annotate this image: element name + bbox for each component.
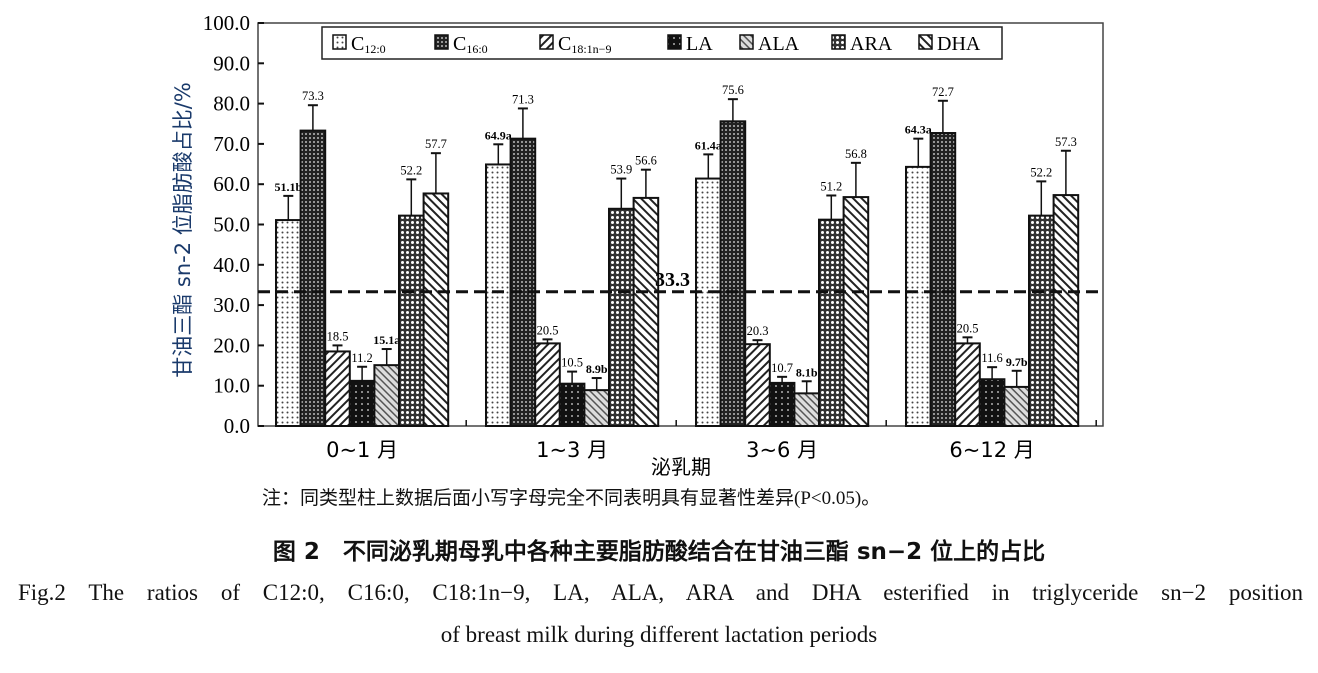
x-axis-label: 泌乳期 [651, 455, 711, 479]
x-tick-label: 0~1 月 [326, 438, 398, 462]
data-label: 10.5 [561, 356, 583, 370]
legend-label: LA [686, 33, 713, 55]
data-label: 71.3 [512, 92, 534, 106]
legend-label: C16:0 [453, 33, 488, 56]
y-tick-label: 100.0 [203, 11, 250, 35]
bar-ala [583, 389, 611, 427]
bar-ala [1003, 385, 1031, 427]
legend-swatch [539, 34, 554, 50]
figure-caption-en-line2: of breast milk during different lactatio… [440, 622, 878, 647]
bar-c181n9 [534, 342, 561, 428]
figure-caption-en-line1: Fig.2 The ratios of C12:0, C16:0, C18:1n… [18, 580, 1303, 605]
data-label: 64.3a [905, 123, 932, 137]
data-label: 53.9 [610, 163, 632, 177]
y-tick-label: 50.0 [213, 213, 250, 237]
data-label: 61.4a [695, 138, 722, 152]
bar-ara [398, 214, 425, 427]
legend-label: C18:1n−9 [558, 33, 611, 56]
y-tick-label: 40.0 [213, 253, 250, 277]
data-label: 73.3 [302, 89, 324, 103]
data-label: 52.2 [400, 163, 422, 177]
legend-label: ALA [758, 33, 800, 55]
data-label: 15.1a [373, 333, 400, 347]
data-label: 9.7b [1006, 355, 1028, 369]
x-tick-label: 3~6 月 [746, 438, 818, 462]
bar-dha [422, 192, 450, 427]
legend-swatch [667, 34, 682, 50]
bar-c181n9 [324, 350, 351, 428]
data-label: 57.7 [425, 137, 447, 151]
y-tick-label: 60.0 [213, 172, 250, 196]
y-tick-label: 10.0 [213, 374, 250, 398]
bar-ara [1028, 214, 1055, 427]
y-tick-label: 20.0 [213, 333, 250, 357]
bar-la [768, 381, 796, 427]
y-tick-label: 0.0 [224, 414, 250, 438]
figure-caption-cn: 图 2 不同泌乳期母乳中各种主要脂肪酸结合在甘油三酯 sn−2 位上的占比 [272, 539, 1046, 565]
data-label: 51.1b [274, 180, 302, 194]
bar-c120 [695, 177, 722, 427]
data-label: 56.6 [635, 154, 657, 168]
legend-swatch [739, 34, 754, 50]
data-label: 20.3 [747, 324, 769, 338]
data-label: 18.5 [327, 329, 349, 343]
data-label: 51.2 [820, 179, 842, 193]
y-tick-label: 70.0 [213, 132, 250, 156]
bar-c120 [485, 163, 512, 427]
y-tick-label: 80.0 [213, 92, 250, 116]
x-tick-label: 1~3 月 [536, 438, 608, 462]
bar-la [348, 379, 376, 428]
bar-c160 [509, 137, 537, 427]
legend-label: C12:0 [351, 33, 386, 56]
data-label: 52.2 [1030, 165, 1052, 179]
bar-ala [793, 392, 821, 427]
bar-ara [818, 218, 845, 427]
legend-swatch [831, 34, 846, 50]
y-tick-label: 90.0 [213, 51, 250, 75]
data-label: 11.2 [351, 351, 372, 365]
bar-ala [373, 364, 400, 428]
legend-swatch [434, 34, 449, 50]
legend-label: DHA [937, 33, 981, 55]
bar-c160 [719, 120, 747, 427]
legend-swatch [918, 34, 933, 50]
data-label: 20.5 [537, 323, 559, 337]
bar-dha [1052, 194, 1080, 427]
data-label: 8.9b [586, 362, 608, 376]
x-tick-label: 6~12 月 [949, 438, 1034, 462]
bar-chart: 0.0 10.0 20.0 30.0 40.0 50.0 60.0 70.0 80.0 90.0 1… [171, 11, 1104, 479]
legend-box [321, 26, 1003, 60]
data-label: 56.8 [845, 147, 867, 161]
data-label: 10.7 [771, 361, 793, 375]
bar-la [558, 382, 586, 427]
data-label: 75.6 [722, 83, 744, 97]
data-label: 11.6 [981, 351, 1002, 365]
bar-la [978, 378, 1006, 428]
bar-c181n9 [744, 343, 771, 428]
legend-swatch [332, 34, 347, 50]
data-label: 64.9a [485, 128, 512, 142]
reference-line-label: 33.3 [655, 269, 690, 291]
bar-dha [842, 196, 870, 427]
y-tick-label: 30.0 [213, 293, 250, 317]
y-axis-label: 甘油三酯 sn-2 位脂肪酸占比/% [171, 82, 195, 378]
significance-note: 注：同类型柱上数据后面小写字母完全不同表明具有显著性差异(P<0.05)。 [262, 488, 881, 509]
data-label: 72.7 [932, 85, 954, 99]
bar-ara [608, 207, 635, 427]
data-label: 8.1b [796, 365, 818, 379]
data-label: 57.3 [1055, 135, 1077, 149]
data-label: 20.5 [957, 321, 979, 335]
bar-c120 [905, 165, 932, 427]
bar-c160 [299, 129, 327, 427]
bar-dha [632, 196, 660, 427]
legend-label: ARA [850, 33, 893, 55]
bar-c120 [275, 219, 302, 427]
bar-c181n9 [954, 342, 981, 428]
bar-c160 [929, 132, 957, 427]
